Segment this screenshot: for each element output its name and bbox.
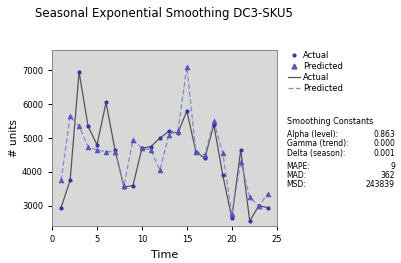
Text: 0.000: 0.000 [373,139,395,148]
Text: 0.863: 0.863 [373,130,395,139]
Text: MAD:: MAD: [287,171,307,180]
Text: 362: 362 [381,171,395,180]
Y-axis label: # units: # units [9,119,19,157]
Text: Alpha (level):: Alpha (level): [287,130,338,139]
Text: 243839: 243839 [366,180,395,189]
Text: MSD:: MSD: [287,180,306,189]
Legend: Actual, Predicted, Actual, Predicted: Actual, Predicted, Actual, Predicted [288,50,343,93]
Text: 0.001: 0.001 [373,149,395,158]
Text: MAPE:: MAPE: [287,162,310,171]
Text: Seasonal Exponential Smoothing DC3-SKU5: Seasonal Exponential Smoothing DC3-SKU5 [35,7,294,19]
Text: Gamma (trend):: Gamma (trend): [287,139,348,148]
Text: 9: 9 [390,162,395,171]
Text: Smoothing Constants: Smoothing Constants [287,117,373,126]
X-axis label: Time: Time [151,250,178,260]
Text: Delta (season):: Delta (season): [287,149,345,158]
